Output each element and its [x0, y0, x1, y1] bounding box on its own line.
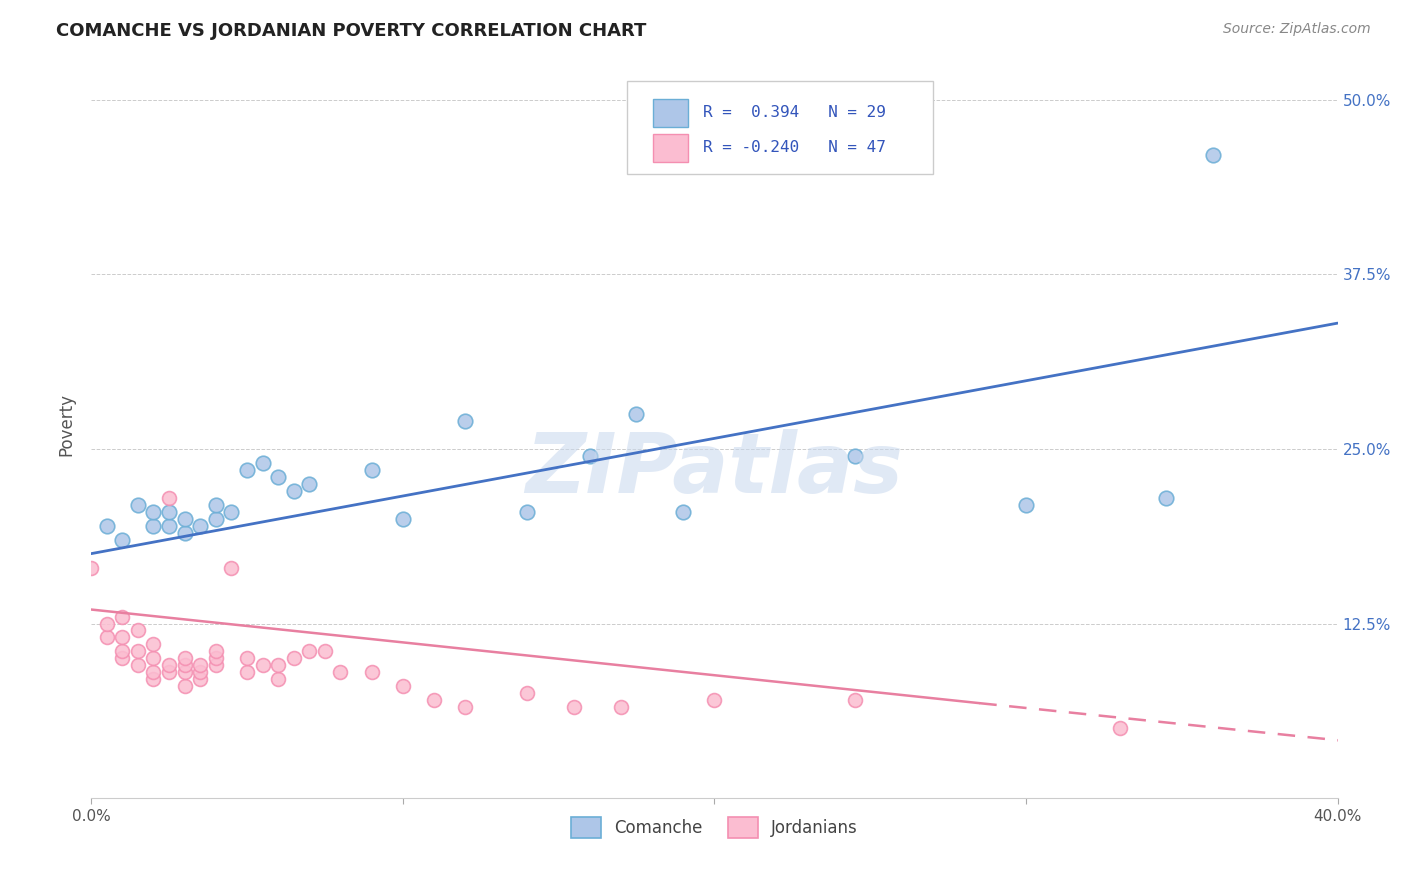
Point	[142, 518, 165, 533]
Point	[562, 700, 585, 714]
Point	[142, 673, 165, 687]
Point	[391, 679, 413, 693]
Text: Source: ZipAtlas.com: Source: ZipAtlas.com	[1223, 22, 1371, 37]
Point	[844, 693, 866, 707]
Point	[111, 533, 134, 547]
Point	[391, 512, 413, 526]
Point	[703, 693, 725, 707]
Point	[610, 700, 633, 714]
Point	[236, 665, 259, 680]
Point	[188, 665, 211, 680]
Point	[111, 651, 134, 665]
Point	[267, 658, 290, 673]
Point	[578, 449, 600, 463]
FancyBboxPatch shape	[654, 134, 688, 162]
Point	[157, 658, 180, 673]
Point	[283, 483, 305, 498]
Text: ZIPatlas: ZIPatlas	[526, 429, 903, 509]
Point	[127, 644, 149, 658]
FancyBboxPatch shape	[654, 98, 688, 127]
Point	[204, 658, 226, 673]
Point	[221, 505, 243, 519]
Point	[516, 686, 538, 700]
Point	[111, 644, 134, 658]
Point	[173, 679, 195, 693]
Point	[173, 658, 195, 673]
Point	[204, 644, 226, 658]
Point	[173, 512, 195, 526]
Point	[454, 414, 477, 428]
Point	[1108, 721, 1130, 735]
FancyBboxPatch shape	[627, 80, 932, 174]
Point	[360, 665, 382, 680]
Point	[236, 651, 259, 665]
Point	[221, 560, 243, 574]
Point	[96, 518, 118, 533]
Text: R =  0.394   N = 29: R = 0.394 N = 29	[703, 105, 886, 120]
Point	[267, 673, 290, 687]
Point	[283, 651, 305, 665]
Point	[188, 518, 211, 533]
Point	[96, 631, 118, 645]
Point	[127, 658, 149, 673]
Point	[329, 665, 352, 680]
Point	[142, 637, 165, 651]
Point	[844, 449, 866, 463]
Point	[267, 470, 290, 484]
Point	[252, 658, 274, 673]
Point	[157, 505, 180, 519]
Point	[454, 700, 477, 714]
Point	[626, 407, 648, 421]
Point	[142, 651, 165, 665]
Point	[142, 665, 165, 680]
Point	[127, 624, 149, 638]
Point	[142, 505, 165, 519]
Point	[96, 616, 118, 631]
Point	[1154, 491, 1177, 505]
Point	[298, 476, 321, 491]
Point	[204, 498, 226, 512]
Point	[360, 463, 382, 477]
Point	[157, 665, 180, 680]
Point	[188, 673, 211, 687]
Point	[298, 644, 321, 658]
Legend: Comanche, Jordanians: Comanche, Jordanians	[562, 809, 866, 846]
Point	[173, 651, 195, 665]
Point	[188, 658, 211, 673]
Point	[111, 631, 134, 645]
Text: COMANCHE VS JORDANIAN POVERTY CORRELATION CHART: COMANCHE VS JORDANIAN POVERTY CORRELATIO…	[56, 22, 647, 40]
Point	[157, 491, 180, 505]
Point	[314, 644, 336, 658]
Point	[236, 463, 259, 477]
Point	[516, 505, 538, 519]
Point	[173, 525, 195, 540]
Point	[1015, 498, 1038, 512]
Point	[204, 512, 226, 526]
Point	[672, 505, 695, 519]
Point	[157, 518, 180, 533]
Y-axis label: Poverty: Poverty	[58, 392, 75, 456]
Point	[80, 560, 103, 574]
Point	[1202, 148, 1225, 162]
Point	[111, 609, 134, 624]
Text: R = -0.240   N = 47: R = -0.240 N = 47	[703, 140, 886, 155]
Point	[252, 456, 274, 470]
Point	[173, 665, 195, 680]
Point	[204, 651, 226, 665]
Point	[423, 693, 446, 707]
Point	[127, 498, 149, 512]
